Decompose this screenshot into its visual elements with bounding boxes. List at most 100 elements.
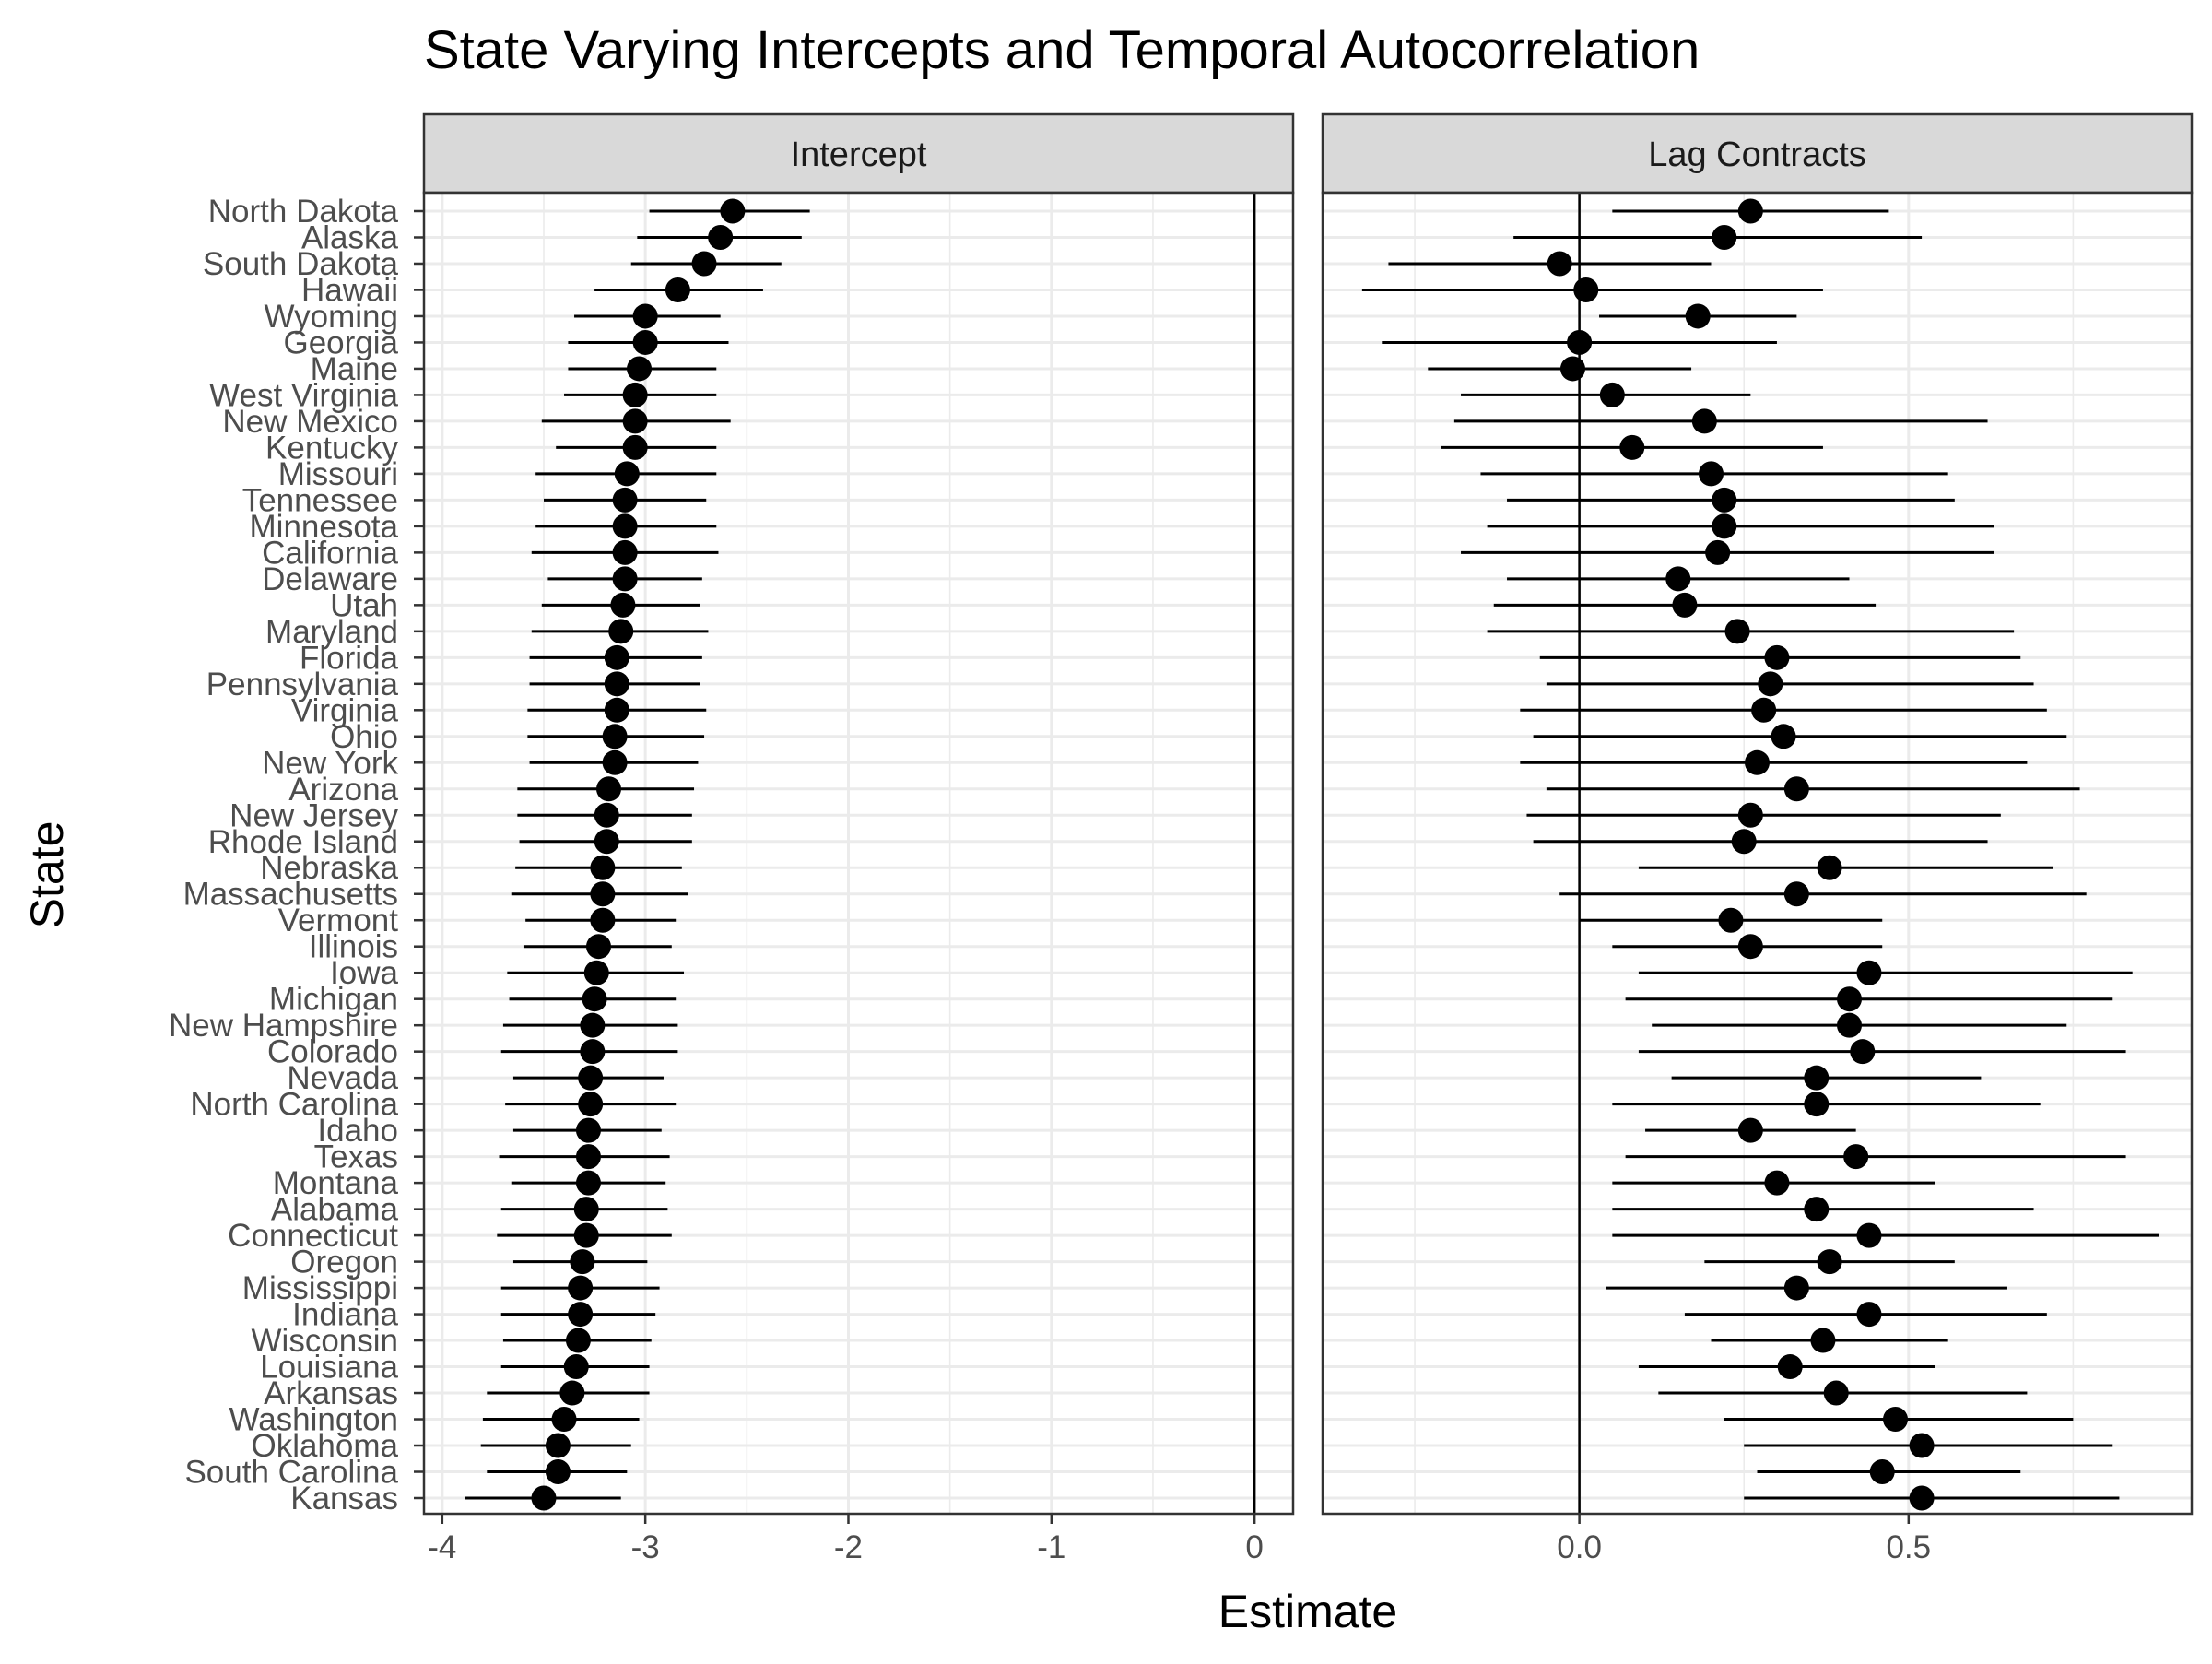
data-point <box>1764 1170 1790 1196</box>
data-point <box>691 251 717 277</box>
data-point <box>622 408 648 434</box>
y-tick-label: Hawaii <box>301 272 398 308</box>
data-point <box>1573 277 1599 302</box>
data-point <box>580 1039 606 1065</box>
data-point <box>1869 1459 1895 1485</box>
y-tick-label: Massachusetts <box>183 877 398 913</box>
facet-strip <box>1321 112 2194 195</box>
y-tick-label: Wyoming <box>264 299 398 335</box>
data-point <box>622 434 648 460</box>
data-point <box>583 960 609 985</box>
data-point <box>580 1012 606 1038</box>
y-tick-label: Maryland <box>265 614 398 650</box>
x-tick-label: -1 <box>1037 1529 1065 1565</box>
data-point <box>1712 224 1737 250</box>
y-tick-label: New Hampshire <box>169 1008 398 1044</box>
data-point <box>1737 198 1763 224</box>
data-point <box>604 697 629 723</box>
data-point <box>595 776 621 802</box>
data-point <box>612 566 638 592</box>
data-point <box>1712 513 1737 539</box>
data-point <box>590 881 616 907</box>
y-tick-label: Rhode Island <box>208 824 398 860</box>
data-point <box>632 303 658 329</box>
data-point <box>582 986 607 1012</box>
y-tick-label: South Dakota <box>203 246 399 282</box>
y-tick-label: Maine <box>311 351 398 387</box>
data-point <box>1909 1433 1935 1458</box>
data-point <box>1856 960 1882 985</box>
data-point <box>1783 776 1809 802</box>
data-point <box>614 461 640 487</box>
data-point <box>1705 539 1731 565</box>
y-tick-label: Alabama <box>271 1192 399 1228</box>
data-point <box>622 382 648 407</box>
y-tick-label: Iowa <box>330 955 398 991</box>
y-tick-label: Texas <box>314 1139 398 1175</box>
data-point <box>612 539 638 565</box>
data-point <box>563 1354 589 1380</box>
y-tick-label: Illinois <box>309 929 398 965</box>
data-point <box>1737 1117 1763 1143</box>
y-tick-label: Utah <box>330 587 398 623</box>
data-point <box>1698 461 1724 487</box>
data-point <box>1737 802 1763 828</box>
data-point <box>720 198 746 224</box>
panel-1: Lag Contracts 0.0 0.5 <box>1321 112 2194 1565</box>
x-axis-title: Estimate <box>1218 1586 1398 1637</box>
data-point <box>590 855 616 880</box>
data-point <box>1745 749 1770 775</box>
data-point <box>575 1144 601 1170</box>
y-tick-label: New Mexico <box>222 404 398 440</box>
x-tick-label: -4 <box>428 1529 456 1565</box>
data-point <box>585 934 611 960</box>
data-point <box>578 1092 604 1117</box>
data-point <box>573 1222 599 1248</box>
data-point <box>665 277 690 302</box>
data-point <box>1843 1144 1869 1170</box>
y-tick-label: New Jersey <box>229 797 398 833</box>
y-tick-label: Indiana <box>292 1297 398 1333</box>
y-tick-label: Delaware <box>262 561 398 597</box>
y-tick-label: Wisconsin <box>252 1323 398 1359</box>
data-point <box>1712 487 1737 513</box>
data-point <box>551 1407 577 1433</box>
data-point <box>1731 829 1757 855</box>
x-tick-label: -3 <box>631 1529 660 1565</box>
data-point <box>545 1459 571 1485</box>
data-point <box>1883 1407 1909 1433</box>
x-tick-label: 0.5 <box>1886 1529 1931 1565</box>
y-tick-label: Vermont <box>278 903 399 938</box>
data-point <box>545 1433 571 1458</box>
y-tick-label: Mississippi <box>242 1270 398 1306</box>
data-point <box>1758 671 1783 697</box>
y-tick-label: Kentucky <box>265 430 398 466</box>
data-point <box>604 671 629 697</box>
y-tick-label: Ohio <box>330 719 398 755</box>
x-tick-label: 0 <box>1245 1529 1263 1565</box>
data-point <box>575 1170 601 1196</box>
data-point <box>1823 1380 1849 1406</box>
data-point <box>1751 697 1777 723</box>
data-point <box>1783 881 1809 907</box>
data-point <box>590 907 616 933</box>
data-point <box>531 1485 557 1511</box>
y-tick-label: Washington <box>229 1402 398 1438</box>
data-point <box>565 1328 591 1353</box>
data-point <box>1817 1249 1842 1275</box>
y-tick-label: Arkansas <box>264 1375 398 1411</box>
data-point <box>568 1302 594 1328</box>
x-tick-label: -2 <box>834 1529 863 1565</box>
x-tick-label: 0.0 <box>1557 1529 1602 1565</box>
data-point <box>1777 1354 1803 1380</box>
data-point <box>627 356 653 382</box>
data-point <box>632 329 658 355</box>
y-tick-label: Tennessee <box>242 482 398 518</box>
y-tick-label: Oklahoma <box>251 1428 398 1464</box>
y-tick-label: Colorado <box>267 1034 398 1070</box>
data-point <box>1691 408 1717 434</box>
facet-strip-label: Intercept <box>791 136 927 174</box>
y-tick-label: Minnesota <box>250 509 399 545</box>
